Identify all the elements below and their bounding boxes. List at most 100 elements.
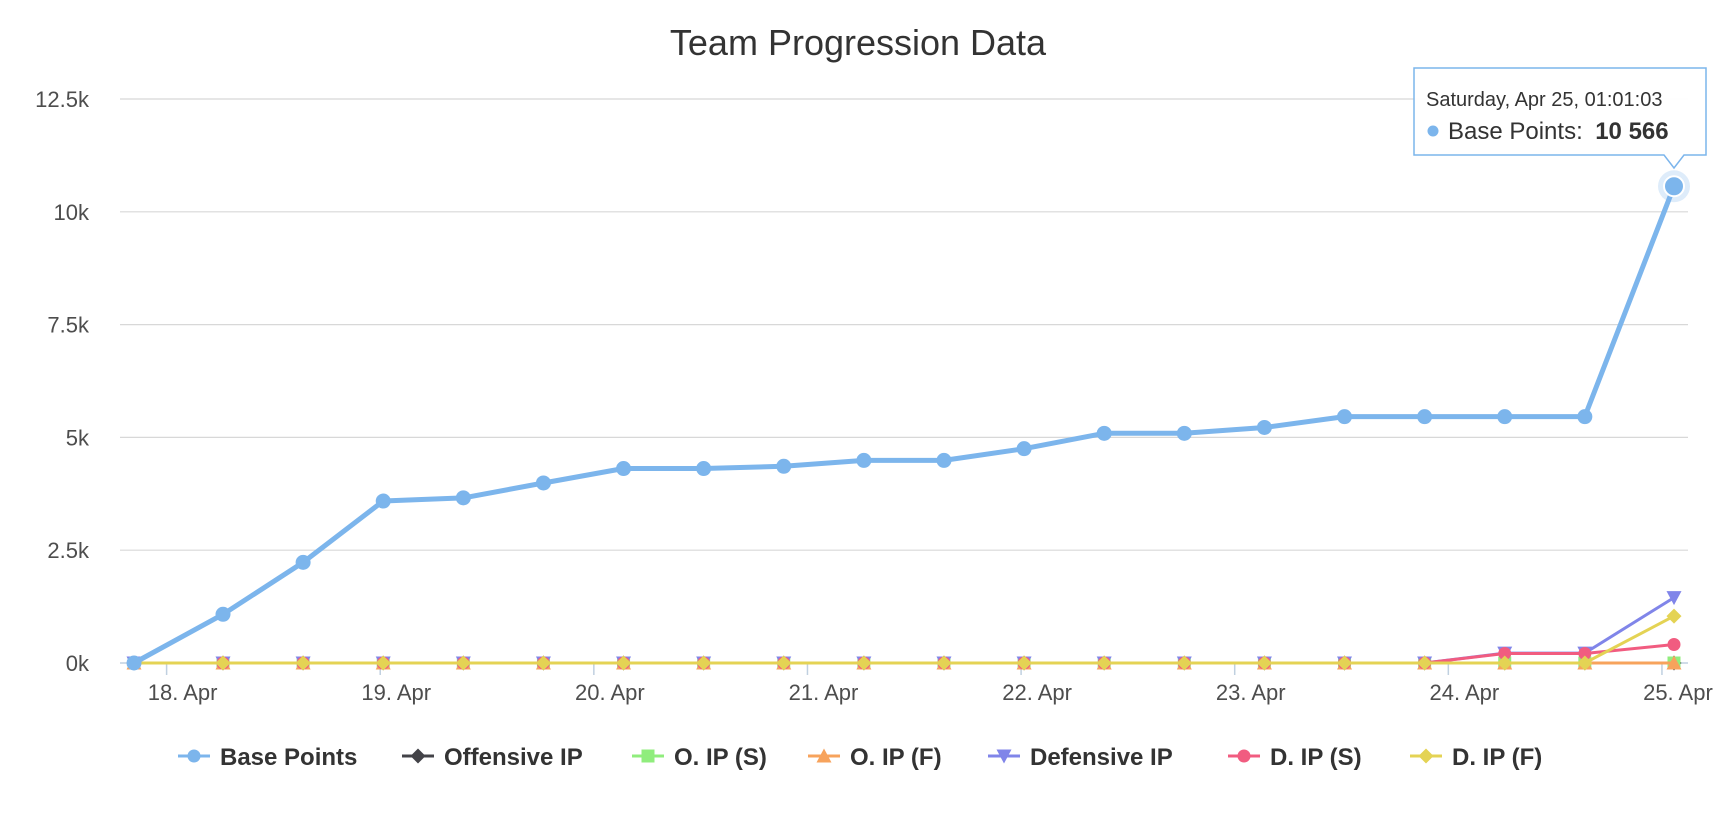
data-point [126,655,142,671]
x-tick-label: 19. Apr [361,680,431,705]
legend: Base Points Offensive IP O. IP (S) O. IP (F… [178,744,1542,771]
data-point [856,452,872,468]
data-point [455,655,471,671]
data-point [696,461,712,477]
series-defensive-ip [126,591,1682,671]
data-point [1337,409,1353,425]
legend-marker [1418,748,1434,764]
data-point [1256,655,1272,671]
svg-text:Base Points: 10 566: Base Points: 10 566 [1448,118,1669,145]
data-point [215,606,231,622]
legend-label: D. IP (F) [1452,744,1542,771]
legend-marker [641,749,655,763]
data-point [375,493,391,509]
series-line [132,596,1676,665]
data-point [1666,655,1682,670]
data-point [295,554,311,570]
series-base-points [126,178,1682,671]
data-point [295,655,311,671]
y-tick-label: 7.5k [47,313,90,338]
x-tick-label: 21. Apr [789,680,859,705]
y-axis-labels: 0k 2.5k 5k 7.5k 10k 12.5k [35,87,90,676]
tooltip-value: 10 566 [1595,118,1668,145]
data-point [215,655,231,671]
data-point [1666,591,1682,606]
data-point [1498,647,1512,661]
series-line [132,643,1676,665]
legend-item[interactable]: O. IP (F) [808,744,942,771]
legend-item[interactable]: O. IP (S) [632,744,767,771]
x-tick-label: 23. Apr [1216,680,1286,705]
data-point [1578,647,1592,661]
y-tick-label: 0k [66,651,90,676]
data-point [455,490,471,506]
chart-title: Team Progression Data [670,22,1047,63]
data-point [1016,441,1032,457]
tooltip-date: Saturday, Apr 25, 01:01:03 [1426,89,1662,111]
y-tick-label: 5k [66,425,90,450]
data-point [1497,655,1513,671]
legend-item[interactable]: Defensive IP [988,744,1173,771]
data-point [856,655,872,671]
legend-marker [410,748,426,764]
legend-marker [996,749,1012,764]
legend-label: Offensive IP [444,744,583,771]
legend-marker [816,748,832,763]
legend-item[interactable]: D. IP (S) [1228,744,1362,771]
data-point [535,475,551,491]
y-tick-label: 12.5k [35,87,90,112]
legend-item[interactable]: Base Points [178,744,357,771]
x-tick-label: 25. Apr [1643,680,1713,705]
data-point [936,655,952,671]
series-d-ip-f [126,608,1682,671]
series-line [132,614,1676,665]
x-tick-label: 22. Apr [1002,680,1072,705]
x-tick-label: 20. Apr [575,680,645,705]
legend-marker [1237,749,1251,763]
tooltip-box [1413,67,1707,170]
data-point [1096,425,1112,441]
data-point [1417,655,1433,671]
legend-item[interactable]: Offensive IP [402,744,583,771]
series-line [131,183,1677,666]
data-point [1497,409,1513,425]
y-tick-label: 10k [54,200,90,225]
legend-label: Defensive IP [1030,744,1173,771]
data-point [776,458,792,474]
data-point [1577,409,1593,425]
data-point [1176,655,1192,671]
legend-label: Base Points [220,744,357,771]
data-point [1417,409,1433,425]
legend-item[interactable]: D. IP (F) [1410,744,1542,771]
x-tick-label: 18. Apr [148,680,218,705]
legend-label: O. IP (F) [850,744,942,771]
x-tick-label: 24. Apr [1429,680,1499,705]
data-point [936,452,952,468]
data-point [616,655,632,671]
legend-label: O. IP (S) [674,744,767,771]
data-point [1337,655,1353,671]
data-point [1577,655,1593,671]
data-point [1666,608,1682,624]
data-point [696,655,712,671]
legend-label: D. IP (S) [1270,744,1362,771]
data-point [1176,425,1192,441]
data-point [776,655,792,671]
x-axis: 18. Apr 19. Apr 20. Apr 21. Apr 22. Apr 23. A… [120,662,1713,705]
data-point [1256,419,1272,435]
tooltip-series-dot [1427,125,1439,137]
y-tick-label: 2.5k [47,538,90,563]
tooltip: Saturday, Apr 25, 01:01:03 Base Points: … [1413,67,1707,170]
hover-marker [1663,175,1685,198]
gridlines [120,98,1688,551]
tooltip-series-label: Base Points: [1448,118,1583,145]
hover-point [1658,170,1690,203]
series-lines [126,170,1690,671]
data-point [1667,638,1681,652]
data-point [616,461,632,477]
legend-marker [187,749,201,763]
data-point [535,655,551,671]
series-d-ip-s [127,638,1681,670]
